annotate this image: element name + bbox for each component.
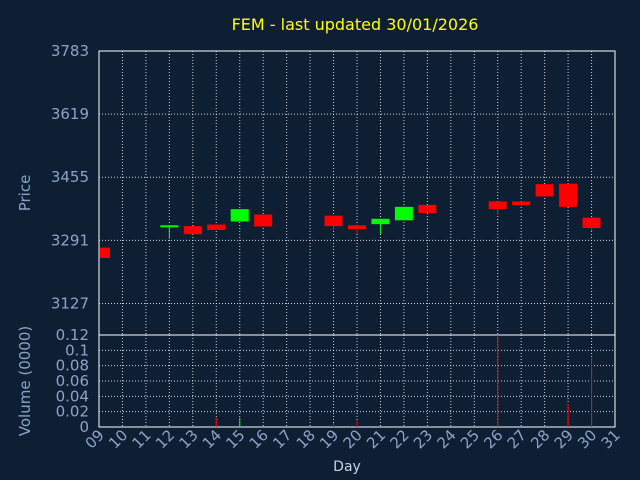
- x-tick-label: 21: [363, 426, 389, 452]
- candle-up: [230, 209, 249, 222]
- x-tick-label: 10: [105, 426, 131, 452]
- candle-down: [348, 225, 366, 230]
- price-tick-label: 3783: [51, 42, 89, 60]
- candle-down: [324, 215, 343, 227]
- candle-down: [254, 214, 273, 227]
- candle-down: [183, 226, 202, 235]
- x-tick-label: 25: [457, 426, 483, 452]
- price-grid: [98, 50, 616, 335]
- candle-down: [512, 201, 531, 206]
- chart-title: FEM - last updated 30/01/2026: [232, 15, 479, 34]
- x-tick-label: 19: [316, 426, 342, 452]
- volume-tick-label: 0.06: [56, 372, 89, 390]
- x-tick-label: 18: [293, 426, 319, 452]
- volume-tick-label: 0.02: [56, 403, 89, 421]
- candle-up: [394, 206, 413, 221]
- volume-tick-label: 0.12: [56, 326, 89, 344]
- price-tick-label: 3455: [51, 168, 89, 186]
- volume-grid: [98, 334, 616, 428]
- volume-tick-label: 0: [79, 418, 89, 436]
- candle-down: [488, 201, 507, 210]
- candle-down: [207, 224, 226, 230]
- x-tick-label: 22: [387, 426, 413, 452]
- x-tick-label: 29: [551, 426, 577, 452]
- x-tick-label: 28: [527, 426, 553, 452]
- price-axis-label: Price: [16, 175, 34, 212]
- candle-down: [559, 183, 578, 207]
- x-tick-label: 17: [269, 426, 295, 452]
- x-tick-label: 20: [340, 426, 366, 452]
- volume-axis-ticks: 00.020.040.060.080.10.12: [56, 326, 89, 436]
- x-tick-label: 13: [175, 426, 201, 452]
- volume-tick-label: 0.08: [56, 357, 89, 375]
- candle-down: [582, 217, 601, 229]
- x-axis-ticks: 0910111213141516171819202122232425262728…: [82, 426, 624, 452]
- price-axis-ticks: 3127 3291 3455 3619 3783: [51, 42, 89, 312]
- volume-tick-label: 0.1: [65, 341, 89, 359]
- price-tick-label: 3291: [51, 231, 89, 249]
- x-tick-label: 11: [129, 426, 155, 452]
- candle-down: [535, 184, 554, 197]
- candles: [100, 183, 601, 259]
- volume-tick-label: 0.04: [56, 387, 89, 405]
- candle-down: [418, 204, 437, 214]
- price-tick-label: 3619: [51, 105, 89, 123]
- x-tick-label: 16: [246, 426, 272, 452]
- x-tick-label: 26: [480, 426, 506, 452]
- x-axis-label: Day: [333, 459, 361, 475]
- candle-down: [100, 247, 110, 259]
- x-tick-label: 30: [574, 426, 600, 452]
- x-tick-label: 27: [504, 426, 530, 452]
- x-tick-label: 24: [433, 426, 459, 452]
- candle-up: [160, 225, 179, 228]
- x-tick-label: 23: [410, 426, 436, 452]
- x-tick-label: 12: [152, 426, 178, 452]
- x-tick-label: 15: [222, 426, 248, 452]
- candle-up: [371, 218, 390, 225]
- volume-bars: [215, 335, 593, 427]
- volume-axis-label: Volume (0000): [16, 326, 34, 436]
- price-tick-label: 3127: [51, 294, 89, 312]
- x-tick-label: 31: [598, 426, 624, 452]
- x-tick-label: 14: [199, 426, 225, 452]
